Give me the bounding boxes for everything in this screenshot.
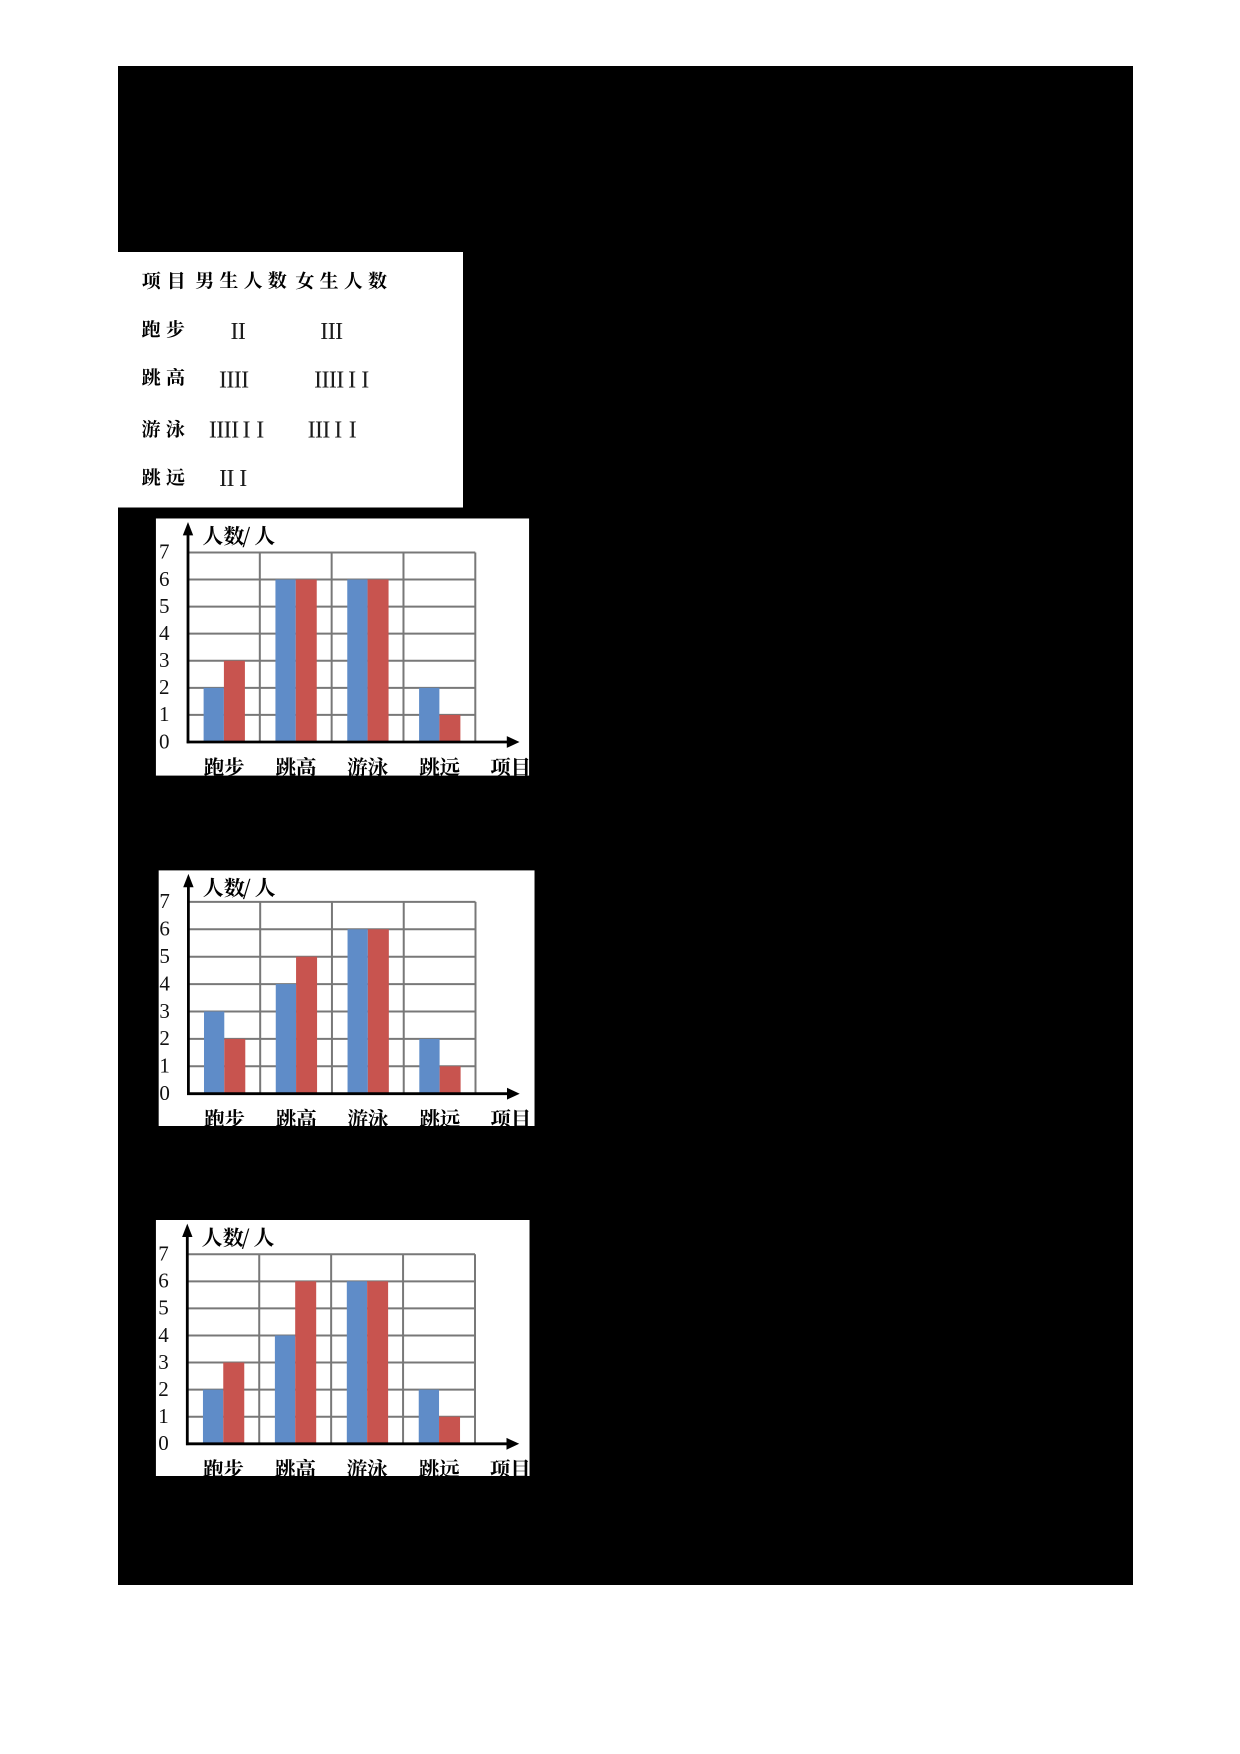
svg-text:1: 1 (158, 1404, 169, 1428)
svg-text:I: I (349, 417, 357, 443)
svg-text:III: III (308, 417, 331, 443)
svg-text:6: 6 (159, 567, 170, 591)
svg-text:3: 3 (159, 648, 170, 672)
svg-text:5: 5 (159, 594, 170, 618)
svg-text:III: III (320, 319, 343, 345)
svg-text:2: 2 (159, 675, 170, 699)
svg-text:II: II (231, 319, 246, 345)
svg-text:I: I (243, 417, 251, 443)
svg-text:3: 3 (159, 999, 170, 1023)
svg-text:IIII: IIII (219, 367, 249, 393)
svg-text:6: 6 (158, 1269, 169, 1293)
svg-text:1: 1 (159, 1054, 170, 1078)
svg-text:3: 3 (158, 1350, 169, 1374)
svg-text:I: I (348, 367, 356, 393)
svg-text:1: 1 (159, 702, 170, 726)
svg-text:I: I (361, 367, 369, 393)
svg-text:0: 0 (159, 729, 170, 753)
svg-text:II: II (219, 466, 234, 492)
svg-text:4: 4 (159, 971, 170, 995)
svg-text:I: I (239, 466, 247, 492)
svg-text:7: 7 (159, 889, 170, 913)
svg-text:7: 7 (158, 1242, 169, 1266)
svg-text:6: 6 (159, 917, 170, 941)
svg-text:5: 5 (159, 944, 170, 968)
svg-text:0: 0 (158, 1431, 169, 1455)
svg-text:5: 5 (158, 1296, 169, 1320)
svg-text:4: 4 (159, 621, 170, 645)
svg-text:IIII: IIII (314, 367, 344, 393)
svg-text:I: I (256, 417, 264, 443)
svg-text:7: 7 (159, 540, 170, 564)
svg-text:IIII: IIII (209, 417, 239, 443)
svg-text:I: I (334, 417, 342, 443)
svg-text:2: 2 (158, 1377, 169, 1401)
svg-text:0: 0 (159, 1081, 170, 1105)
svg-text:2: 2 (159, 1026, 170, 1050)
svg-text:4: 4 (158, 1323, 169, 1347)
